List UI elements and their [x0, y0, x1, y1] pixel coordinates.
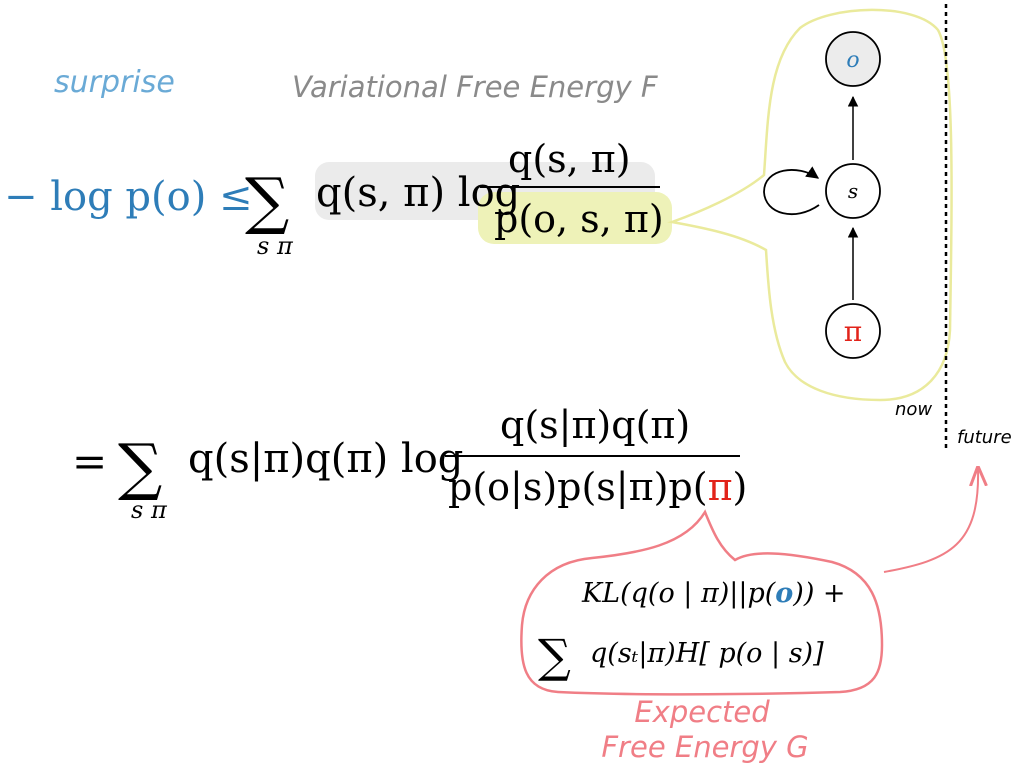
equation-1: − log p(o) ≤ ∑ s π q(s, π) log q(s, π) p… — [4, 137, 672, 260]
sum-symbol-1: ∑ — [245, 164, 289, 237]
joint-belief-term: q(s, π) log — [316, 170, 520, 216]
fraction-2-numerator: q(s|π)q(π) — [500, 403, 690, 447]
arrow-to-future — [883, 468, 978, 573]
equals-sign: = — [72, 437, 107, 486]
free-energy-g-label: Free Energy G — [601, 730, 808, 764]
expected-free-energy-bubble — [520, 509, 884, 696]
yellow-highlight — [478, 192, 672, 244]
equation-2: = ∑ s π q(s|π)q(π) log q(s|π)q(π) p(o|s)… — [72, 403, 747, 524]
factorised-belief-term: q(s|π)q(π) log — [188, 436, 463, 482]
node-state-label: s — [848, 179, 858, 203]
sum-symbol-2: ∑ — [118, 430, 162, 503]
node-observation-label: o — [846, 48, 859, 73]
node-policy — [825, 303, 881, 359]
fraction-1-numerator: q(s, π) — [508, 137, 631, 181]
generative-model-bubble — [667, 8, 953, 402]
surprise-term: − log p(o) ≤ — [4, 174, 253, 220]
observation-o-highlight: o — [775, 578, 793, 609]
node-observation — [825, 31, 881, 87]
node-policy-label: π — [844, 315, 862, 348]
self-loop-s — [763, 166, 820, 216]
sum-subscript-1: s π — [257, 232, 294, 260]
policy-pi: π — [708, 465, 733, 509]
future-label: future — [957, 427, 1012, 448]
surprise-label: surprise — [54, 65, 175, 100]
node-state — [825, 163, 881, 219]
fraction-2-denominator: p(o|s)p(s|π)p(π) — [448, 465, 747, 509]
now-label: now — [895, 399, 932, 420]
kl-divergence-term: KL(q(o | π)||p(o)) + — [581, 578, 846, 609]
sum-symbol-3: ∑ — [538, 629, 571, 683]
entropy-term: q(sₜ|π)H[ p(o | s)] — [590, 638, 824, 669]
fraction-1-denominator: p(o, s, π) — [494, 197, 664, 241]
variational-free-energy-label: Variational Free Energy F — [292, 70, 659, 104]
sum-subscript-2: s π — [131, 496, 168, 524]
expected-label: Expected — [634, 695, 770, 729]
